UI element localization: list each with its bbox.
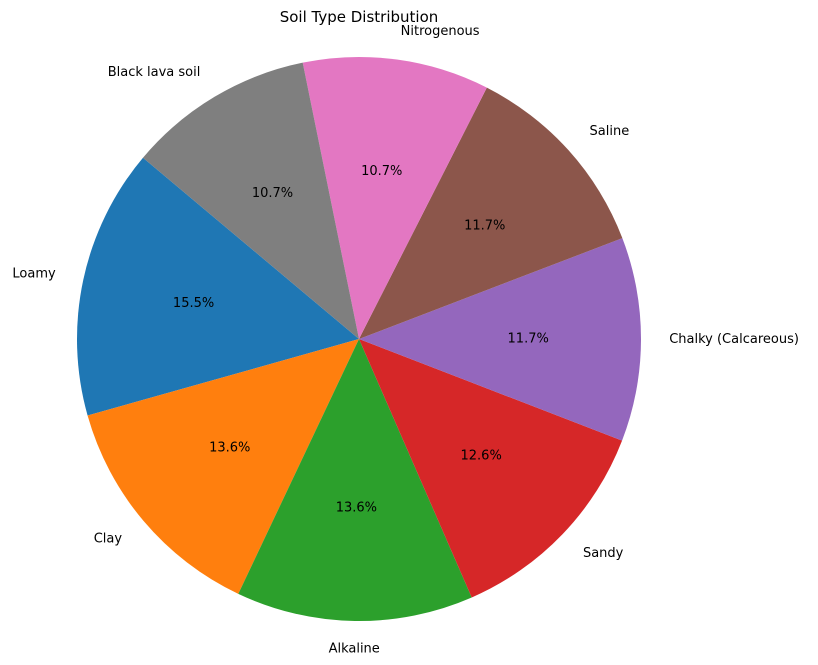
percent-label-alkaline: 13.6% (336, 501, 377, 516)
chart-title: Soil Type Distribution (280, 8, 439, 26)
percent-label-nitrogenous: 10.7% (361, 164, 402, 179)
slice-label-sandy: Sandy (583, 546, 624, 561)
slice-label-loamy: Loamy (12, 266, 56, 281)
slice-label-nitrogenous: Nitrogenous (401, 24, 480, 39)
slice-clay (87, 339, 359, 594)
percent-label-sandy: 12.6% (461, 449, 502, 464)
slice-loamy (77, 157, 359, 416)
percent-label-black-lava-soil: 10.7% (252, 186, 293, 201)
percent-label-loamy: 15.5% (173, 296, 214, 311)
percent-label-saline: 11.7% (464, 218, 505, 233)
percent-label-clay: 13.6% (209, 441, 250, 456)
slice-sandy (359, 339, 623, 598)
slice-alkaline (238, 339, 472, 622)
slice-chalky-calcareous (359, 238, 641, 441)
pie-labels: Loamy 15.5% Clay 13.6% Alkaline 13.6% Sandy 12.… (12, 24, 799, 657)
slice-saline (359, 87, 623, 340)
slice-label-alkaline: Alkaline (329, 642, 380, 657)
slice-black-lava-soil (142, 62, 359, 340)
slice-label-clay: Clay (94, 532, 123, 547)
percent-label-chalky-calcareous: 11.7% (508, 332, 549, 347)
pie-slices (77, 57, 641, 622)
slice-nitrogenous (302, 57, 487, 339)
slice-label-black-lava-soil: Black lava soil (108, 65, 201, 80)
slice-label-chalky-calcareous: Chalky (Calcareous) (669, 332, 799, 347)
slice-label-saline: Saline (590, 124, 630, 139)
